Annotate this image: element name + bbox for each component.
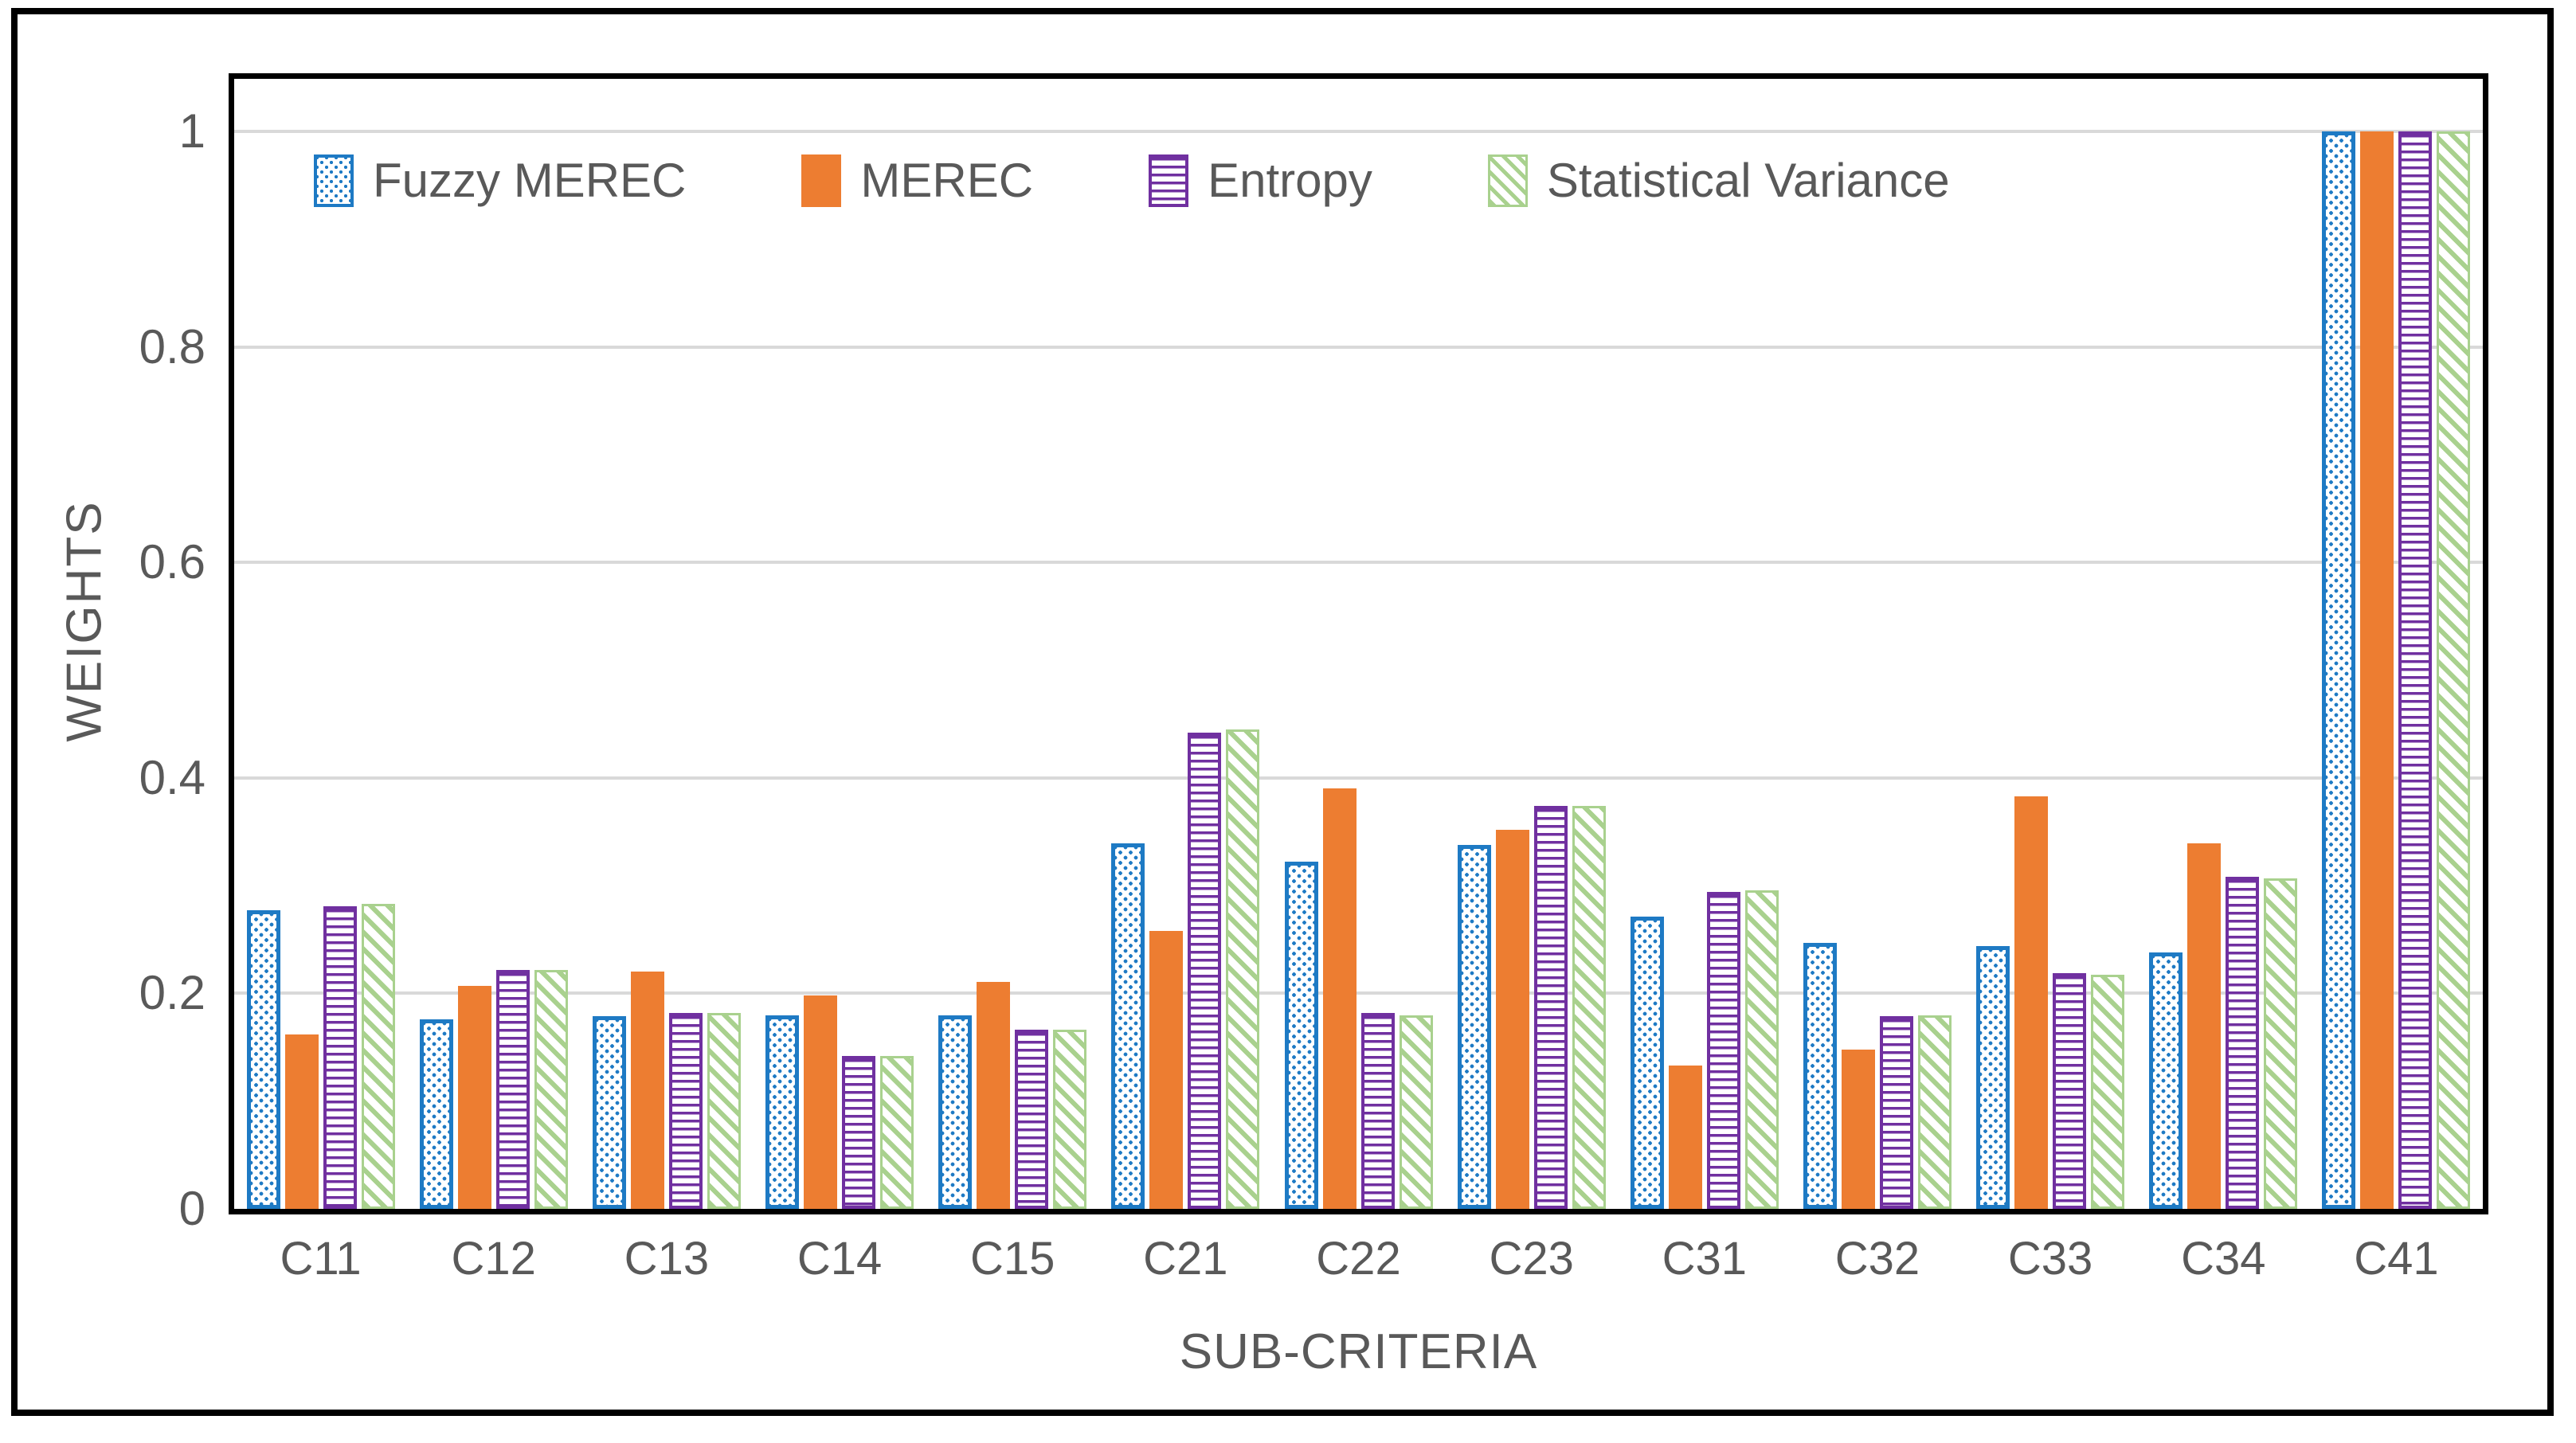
bar-C22-entropy	[1360, 1012, 1395, 1209]
x-tick-label-C31: C31	[1662, 1233, 1747, 1285]
legend-item-statistical-variance: Statistical Variance	[1487, 154, 1950, 207]
bar-C15-entropy	[1015, 1030, 1049, 1209]
legend-label: MEREC	[860, 154, 1034, 207]
bar-C11-entropy	[323, 905, 357, 1209]
legend-swatch-icon	[801, 154, 842, 207]
x-tick-label-C41: C41	[2354, 1233, 2439, 1285]
bar-C23-statistical-variance	[1572, 806, 1606, 1209]
bar-C11-statistical-variance	[361, 904, 395, 1209]
gridline-y-0.2	[234, 991, 2483, 995]
bar-C31-merec	[1668, 1066, 1702, 1209]
y-tick-label-0.6: 0.6	[139, 535, 206, 589]
bar-C23-merec	[1495, 829, 1529, 1209]
plot-inner	[234, 79, 2483, 1209]
legend-label: Statistical Variance	[1546, 154, 1950, 207]
bar-C14-entropy	[842, 1055, 876, 1209]
y-tick-label-1: 1	[178, 104, 206, 158]
bar-C23-fuzzy-merec	[1457, 844, 1491, 1209]
x-tick-label-C15: C15	[969, 1233, 1055, 1285]
bar-C11-merec	[284, 1034, 319, 1209]
legend-label: Fuzzy MEREC	[373, 154, 687, 207]
bar-C13-merec	[630, 972, 664, 1209]
chart-legend: Fuzzy MEREC MEREC Entropy Statistical Varia…	[314, 154, 1950, 207]
gridline-y-0.6	[234, 561, 2483, 565]
legend-label: Entropy	[1208, 154, 1372, 207]
bar-C13-fuzzy-merec	[592, 1015, 626, 1209]
y-tick-label-0.8: 0.8	[139, 319, 206, 373]
bar-C32-merec	[1841, 1049, 1875, 1209]
bar-C23-entropy	[1533, 806, 1568, 1209]
bar-C12-merec	[457, 986, 491, 1209]
x-tick-label-C13: C13	[624, 1233, 710, 1285]
bar-C34-statistical-variance	[2264, 878, 2298, 1209]
bar-C41-fuzzy-merec	[2322, 131, 2356, 1209]
bar-C34-merec	[2187, 843, 2222, 1209]
bar-C33-entropy	[2053, 972, 2087, 1209]
bar-C32-statistical-variance	[1917, 1015, 1952, 1209]
bar-C41-merec	[2360, 131, 2394, 1209]
y-axis-title-box: WEIGHTS	[38, 342, 130, 900]
bar-C31-entropy	[1706, 892, 1740, 1209]
bar-C13-statistical-variance	[707, 1012, 741, 1209]
x-tick-label-C32: C32	[1834, 1233, 1920, 1285]
bar-C21-fuzzy-merec	[1111, 843, 1145, 1209]
gridline-y-1	[234, 130, 2483, 134]
x-axis-title: SUB-CRITERIA	[1179, 1324, 1538, 1379]
bar-C22-merec	[1322, 788, 1357, 1209]
bar-C12-fuzzy-merec	[419, 1019, 453, 1209]
plot-area: Fuzzy MEREC MEREC Entropy Statistical Varia…	[229, 73, 2488, 1214]
gridline-y-0.4	[234, 776, 2483, 780]
bar-C21-entropy	[1188, 733, 1222, 1209]
y-tick-label-0.2: 0.2	[139, 966, 206, 1020]
bar-C14-fuzzy-merec	[765, 1015, 800, 1209]
x-tick-label-C14: C14	[797, 1233, 883, 1285]
y-tick-label-0: 0	[178, 1182, 206, 1235]
bar-C15-fuzzy-merec	[938, 1015, 973, 1209]
bar-C13-entropy	[668, 1012, 703, 1209]
bar-C15-merec	[977, 981, 1011, 1209]
bar-C41-statistical-variance	[2437, 131, 2471, 1209]
legend-item-fuzzy-merec: Fuzzy MEREC	[314, 154, 686, 207]
x-tick-label-C34: C34	[2181, 1233, 2266, 1285]
bar-C33-fuzzy-merec	[1976, 945, 2010, 1209]
x-tick-label-C12: C12	[451, 1233, 536, 1285]
bar-C21-merec	[1149, 931, 1184, 1209]
bar-C32-entropy	[1879, 1015, 1913, 1209]
legend-swatch-icon	[1149, 154, 1189, 207]
bar-C21-statistical-variance	[1226, 729, 1260, 1209]
bar-C11-fuzzy-merec	[246, 910, 280, 1209]
x-tick-label-C11: C11	[280, 1233, 362, 1285]
gridline-y-0.8	[234, 345, 2483, 349]
x-tick-label-C21: C21	[1143, 1233, 1228, 1285]
bar-C32-fuzzy-merec	[1803, 942, 1837, 1209]
bar-C12-entropy	[495, 969, 530, 1209]
x-tick-label-C33: C33	[2007, 1233, 2093, 1285]
bar-C34-entropy	[2226, 877, 2260, 1209]
legend-item-merec: MEREC	[801, 154, 1033, 207]
bar-C34-fuzzy-merec	[2149, 952, 2183, 1209]
bar-C33-merec	[2014, 796, 2049, 1209]
bar-C31-fuzzy-merec	[1630, 917, 1664, 1209]
bar-C22-fuzzy-merec	[1284, 862, 1318, 1209]
bar-C41-entropy	[2398, 131, 2433, 1209]
bar-C33-statistical-variance	[2091, 975, 2125, 1209]
bar-C14-merec	[804, 995, 838, 1209]
legend-swatch-icon	[1487, 154, 1528, 207]
y-axis-title: WEIGHTS	[57, 500, 112, 742]
x-tick-label-C22: C22	[1316, 1233, 1401, 1285]
bar-C31-statistical-variance	[1744, 890, 1779, 1209]
bar-C15-statistical-variance	[1053, 1030, 1087, 1209]
x-tick-label-C23: C23	[1489, 1233, 1574, 1285]
bar-C22-statistical-variance	[1399, 1015, 1433, 1209]
legend-item-entropy: Entropy	[1149, 154, 1372, 207]
bar-C14-statistical-variance	[880, 1055, 914, 1209]
bar-C12-statistical-variance	[534, 969, 568, 1209]
y-tick-label-0.4: 0.4	[139, 750, 206, 804]
legend-swatch-icon	[314, 154, 354, 207]
